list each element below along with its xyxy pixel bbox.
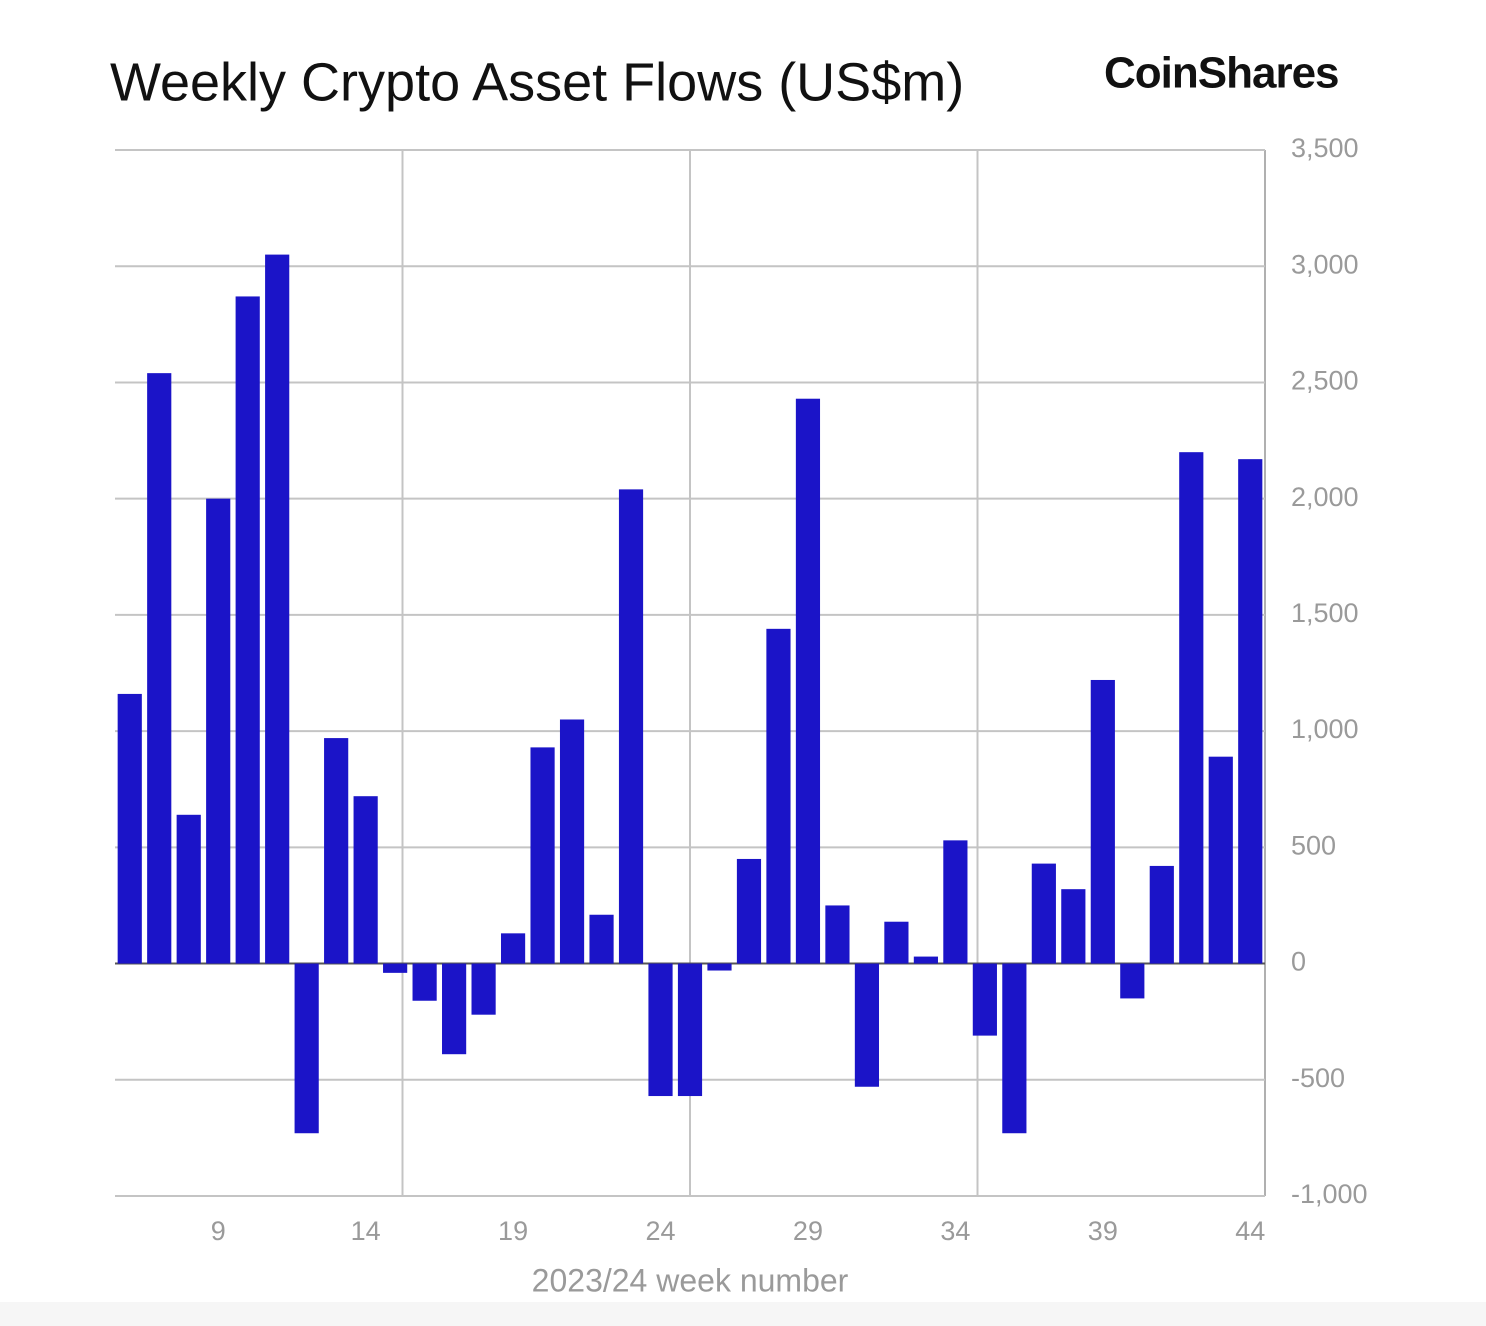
bar bbox=[442, 963, 467, 1055]
bar bbox=[854, 963, 880, 1087]
x-tick-label: 14 bbox=[351, 1216, 381, 1246]
bar bbox=[324, 738, 349, 964]
x-tick-label: 39 bbox=[1088, 1216, 1118, 1246]
x-tick-label: 44 bbox=[1235, 1216, 1265, 1246]
plot-area: -1,000 -500 0 500 1,000 1,500 2,000 2,500 3,000 3… bbox=[115, 133, 1368, 1246]
bar bbox=[913, 956, 938, 964]
bar bbox=[294, 963, 319, 1134]
x-tick-label: 9 bbox=[211, 1216, 226, 1246]
x-tick-label: 29 bbox=[793, 1216, 823, 1246]
footer-band bbox=[0, 1302, 1486, 1326]
bar bbox=[1238, 459, 1263, 964]
y-tick-label: 0 bbox=[1291, 947, 1306, 977]
bar bbox=[736, 858, 762, 964]
y-tick-label: -1,000 bbox=[1291, 1179, 1368, 1209]
bar bbox=[412, 963, 437, 1001]
bar bbox=[530, 747, 555, 964]
bar bbox=[1061, 889, 1086, 964]
x-axis-label: 2023/24 week number bbox=[532, 1262, 849, 1298]
bar bbox=[559, 719, 585, 964]
x-tick-label: 24 bbox=[645, 1216, 675, 1246]
bar bbox=[943, 840, 968, 964]
y-tick-label: 1,500 bbox=[1291, 598, 1359, 628]
y-tick-label: 500 bbox=[1291, 830, 1336, 860]
bar bbox=[1120, 963, 1145, 999]
bar bbox=[176, 814, 201, 964]
y-tick-label: 2,000 bbox=[1291, 482, 1359, 512]
bar bbox=[471, 963, 496, 1015]
y-tick-label: 3,000 bbox=[1291, 249, 1359, 279]
bar bbox=[884, 921, 909, 964]
bar bbox=[1149, 865, 1174, 964]
bar bbox=[1179, 452, 1204, 964]
brand-logo: CoinShares bbox=[1104, 49, 1339, 98]
bar bbox=[235, 296, 260, 964]
bar bbox=[677, 963, 703, 1097]
bar bbox=[972, 963, 997, 1036]
bar bbox=[206, 498, 231, 964]
y-tick-label: 2,500 bbox=[1291, 366, 1359, 396]
bar bbox=[707, 963, 732, 971]
bar bbox=[795, 398, 821, 964]
bar bbox=[766, 628, 791, 964]
bar bbox=[353, 796, 378, 964]
bar bbox=[1208, 756, 1233, 964]
bar bbox=[117, 693, 142, 964]
bar bbox=[825, 905, 850, 964]
y-tick-label: -500 bbox=[1291, 1063, 1345, 1093]
bar bbox=[383, 963, 408, 973]
x-tick-label: 19 bbox=[498, 1216, 528, 1246]
bar bbox=[618, 489, 644, 964]
bar bbox=[589, 914, 614, 964]
y-tick-label: 3,500 bbox=[1291, 133, 1359, 163]
bar bbox=[1002, 963, 1027, 1134]
bar bbox=[648, 963, 673, 1097]
bar bbox=[500, 933, 526, 964]
bar bbox=[1031, 863, 1056, 964]
bar bbox=[265, 254, 290, 964]
chart-title: Weekly Crypto Asset Flows (US$m) bbox=[110, 52, 964, 112]
x-tick-label: 34 bbox=[940, 1216, 970, 1246]
bar bbox=[147, 373, 172, 964]
y-tick-label: 1,000 bbox=[1291, 714, 1359, 744]
bar bbox=[1090, 679, 1115, 964]
